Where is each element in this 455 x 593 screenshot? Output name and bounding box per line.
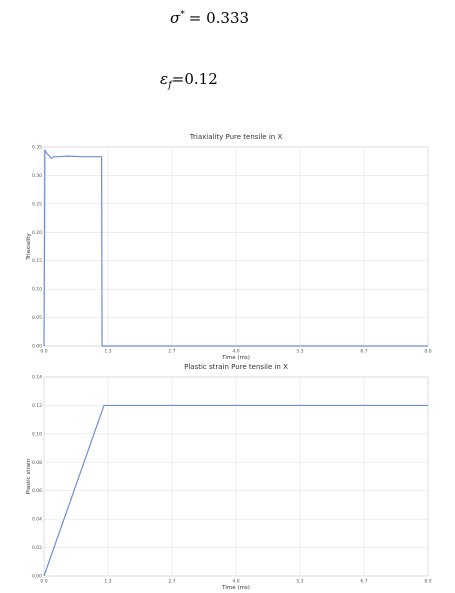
eq-sup: * <box>180 10 185 20</box>
x-tick-label: 5.3 <box>296 579 303 585</box>
y-axis-label: Triaxiality <box>26 233 32 261</box>
y-tick-label: 0.08 <box>32 460 42 466</box>
eq-rhs: = 0.333 <box>189 9 249 27</box>
y-tick-label: 0.00 <box>32 344 42 350</box>
y-tick-label: 0.06 <box>32 488 42 494</box>
x-tick-label: 6.7 <box>360 349 367 355</box>
x-axis-label: Time (ms) <box>221 585 250 591</box>
y-tick-label: 0.20 <box>32 230 42 236</box>
x-tick-label: 1.3 <box>104 349 111 355</box>
chart-title: Triaxiality Pure tensile in X <box>189 133 283 141</box>
x-tick-label: 4.0 <box>232 349 239 355</box>
x-tick-label: 6.7 <box>360 579 367 585</box>
y-tick-label: 0.04 <box>32 517 42 523</box>
x-tick-label: 8.0 <box>424 349 431 355</box>
equation: εf=0.12 <box>160 70 218 91</box>
x-axis-label: Time (ms) <box>221 355 250 361</box>
y-tick-label: 0.25 <box>32 201 42 207</box>
chart-title: Plastic strain Pure tensile in X <box>184 363 288 371</box>
y-tick-label: 0.10 <box>32 287 42 293</box>
eq-symbol: ε <box>160 70 168 88</box>
x-tick-label: 2.7 <box>168 579 175 585</box>
y-tick-label: 0.10 <box>32 431 42 437</box>
eq-sub: f <box>167 80 174 91</box>
x-tick-label: 0.0 <box>40 579 47 585</box>
x-tick-label: 1.3 <box>104 579 111 585</box>
y-tick-label: 0.00 <box>32 574 42 580</box>
eq-rhs: =0.12 <box>172 70 218 88</box>
equation: σ* = 0.333 <box>170 9 249 27</box>
eq-symbol: σ <box>170 9 181 27</box>
y-tick-label: 0.14 <box>32 375 42 381</box>
x-tick-label: 4.0 <box>232 579 239 585</box>
y-tick-label: 0.30 <box>32 173 42 179</box>
x-tick-label: 2.7 <box>168 349 175 355</box>
data-line <box>43 149 428 347</box>
y-tick-label: 0.02 <box>32 545 42 551</box>
x-tick-label: 8.0 <box>424 579 431 585</box>
x-tick-label: 5.3 <box>296 349 303 355</box>
data-line <box>43 404 428 577</box>
y-tick-label: 0.05 <box>32 315 42 321</box>
y-axis-label: Plastic strain <box>26 458 32 494</box>
y-tick-label: 0.35 <box>32 145 42 151</box>
y-tick-label: 0.15 <box>32 258 42 264</box>
x-tick-label: 0.0 <box>40 349 47 355</box>
y-tick-label: 0.12 <box>32 403 42 409</box>
